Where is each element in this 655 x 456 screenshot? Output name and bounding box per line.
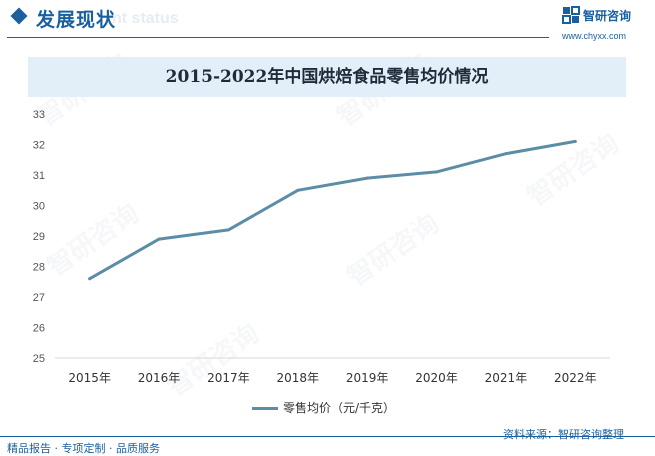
- x-tick-label: 2021年: [485, 371, 528, 385]
- section-title: 发展现状: [36, 9, 117, 31]
- y-tick-label: 32: [33, 140, 45, 152]
- data-point: [504, 152, 508, 156]
- y-tick-label: 25: [33, 353, 45, 365]
- legend-swatch: [252, 407, 278, 410]
- logo-url: www.chyxx.com: [562, 31, 627, 41]
- y-tick-label: 30: [33, 201, 45, 213]
- x-tick-label: 2018年: [277, 371, 320, 385]
- logo: 智研咨询 www.chyxx.com: [562, 6, 652, 42]
- source-note: 资料来源：智研咨询整理: [503, 428, 624, 441]
- data-point: [226, 228, 230, 232]
- logo-name: 智研咨询: [583, 9, 632, 23]
- y-tick-label: 28: [33, 262, 45, 274]
- data-point: [88, 277, 92, 281]
- y-tick-label: 26: [33, 323, 45, 335]
- line-chart: 25 26 27 28 29 30 31 32 33 2015年 2016年 2017年 2018年 20…: [33, 109, 610, 385]
- x-tick-label: 2016年: [138, 371, 181, 385]
- y-tick-label: 29: [33, 231, 45, 243]
- data-point: [435, 170, 439, 174]
- section-subtitle: nt status: [112, 10, 179, 27]
- series-line: [88, 139, 577, 281]
- data-point: [365, 176, 369, 180]
- footer-divider: [0, 436, 655, 437]
- chart-title-band: 2015-2022年中国烘焙食品零售均价情况: [28, 57, 626, 97]
- y-tick-label: 31: [33, 170, 45, 182]
- x-tick-label: 2019年: [346, 371, 389, 385]
- data-point: [573, 139, 577, 143]
- section-header: 发展现状 nt status: [0, 0, 655, 44]
- y-tick-label: 27: [33, 292, 45, 304]
- chart-title: 2015-2022年中国烘焙食品零售均价情况: [165, 67, 489, 87]
- data-point: [296, 188, 300, 192]
- header-divider: [7, 37, 549, 38]
- footer-slogan: 精品报告 · 专项定制 · 品质服务: [7, 442, 160, 455]
- chyxx-logo-icon: [562, 6, 580, 24]
- chart-legend: 零售均价（元/千克）: [0, 398, 655, 418]
- x-tick-label: 2020年: [415, 371, 458, 385]
- y-tick-label: 33: [33, 109, 45, 121]
- x-tick-label: 2022年: [554, 371, 597, 385]
- legend-label: 零售均价（元/千克）: [283, 401, 396, 415]
- x-tick-label: 2015年: [68, 371, 111, 385]
- x-tick-label: 2017年: [207, 371, 250, 385]
- data-point: [157, 237, 161, 241]
